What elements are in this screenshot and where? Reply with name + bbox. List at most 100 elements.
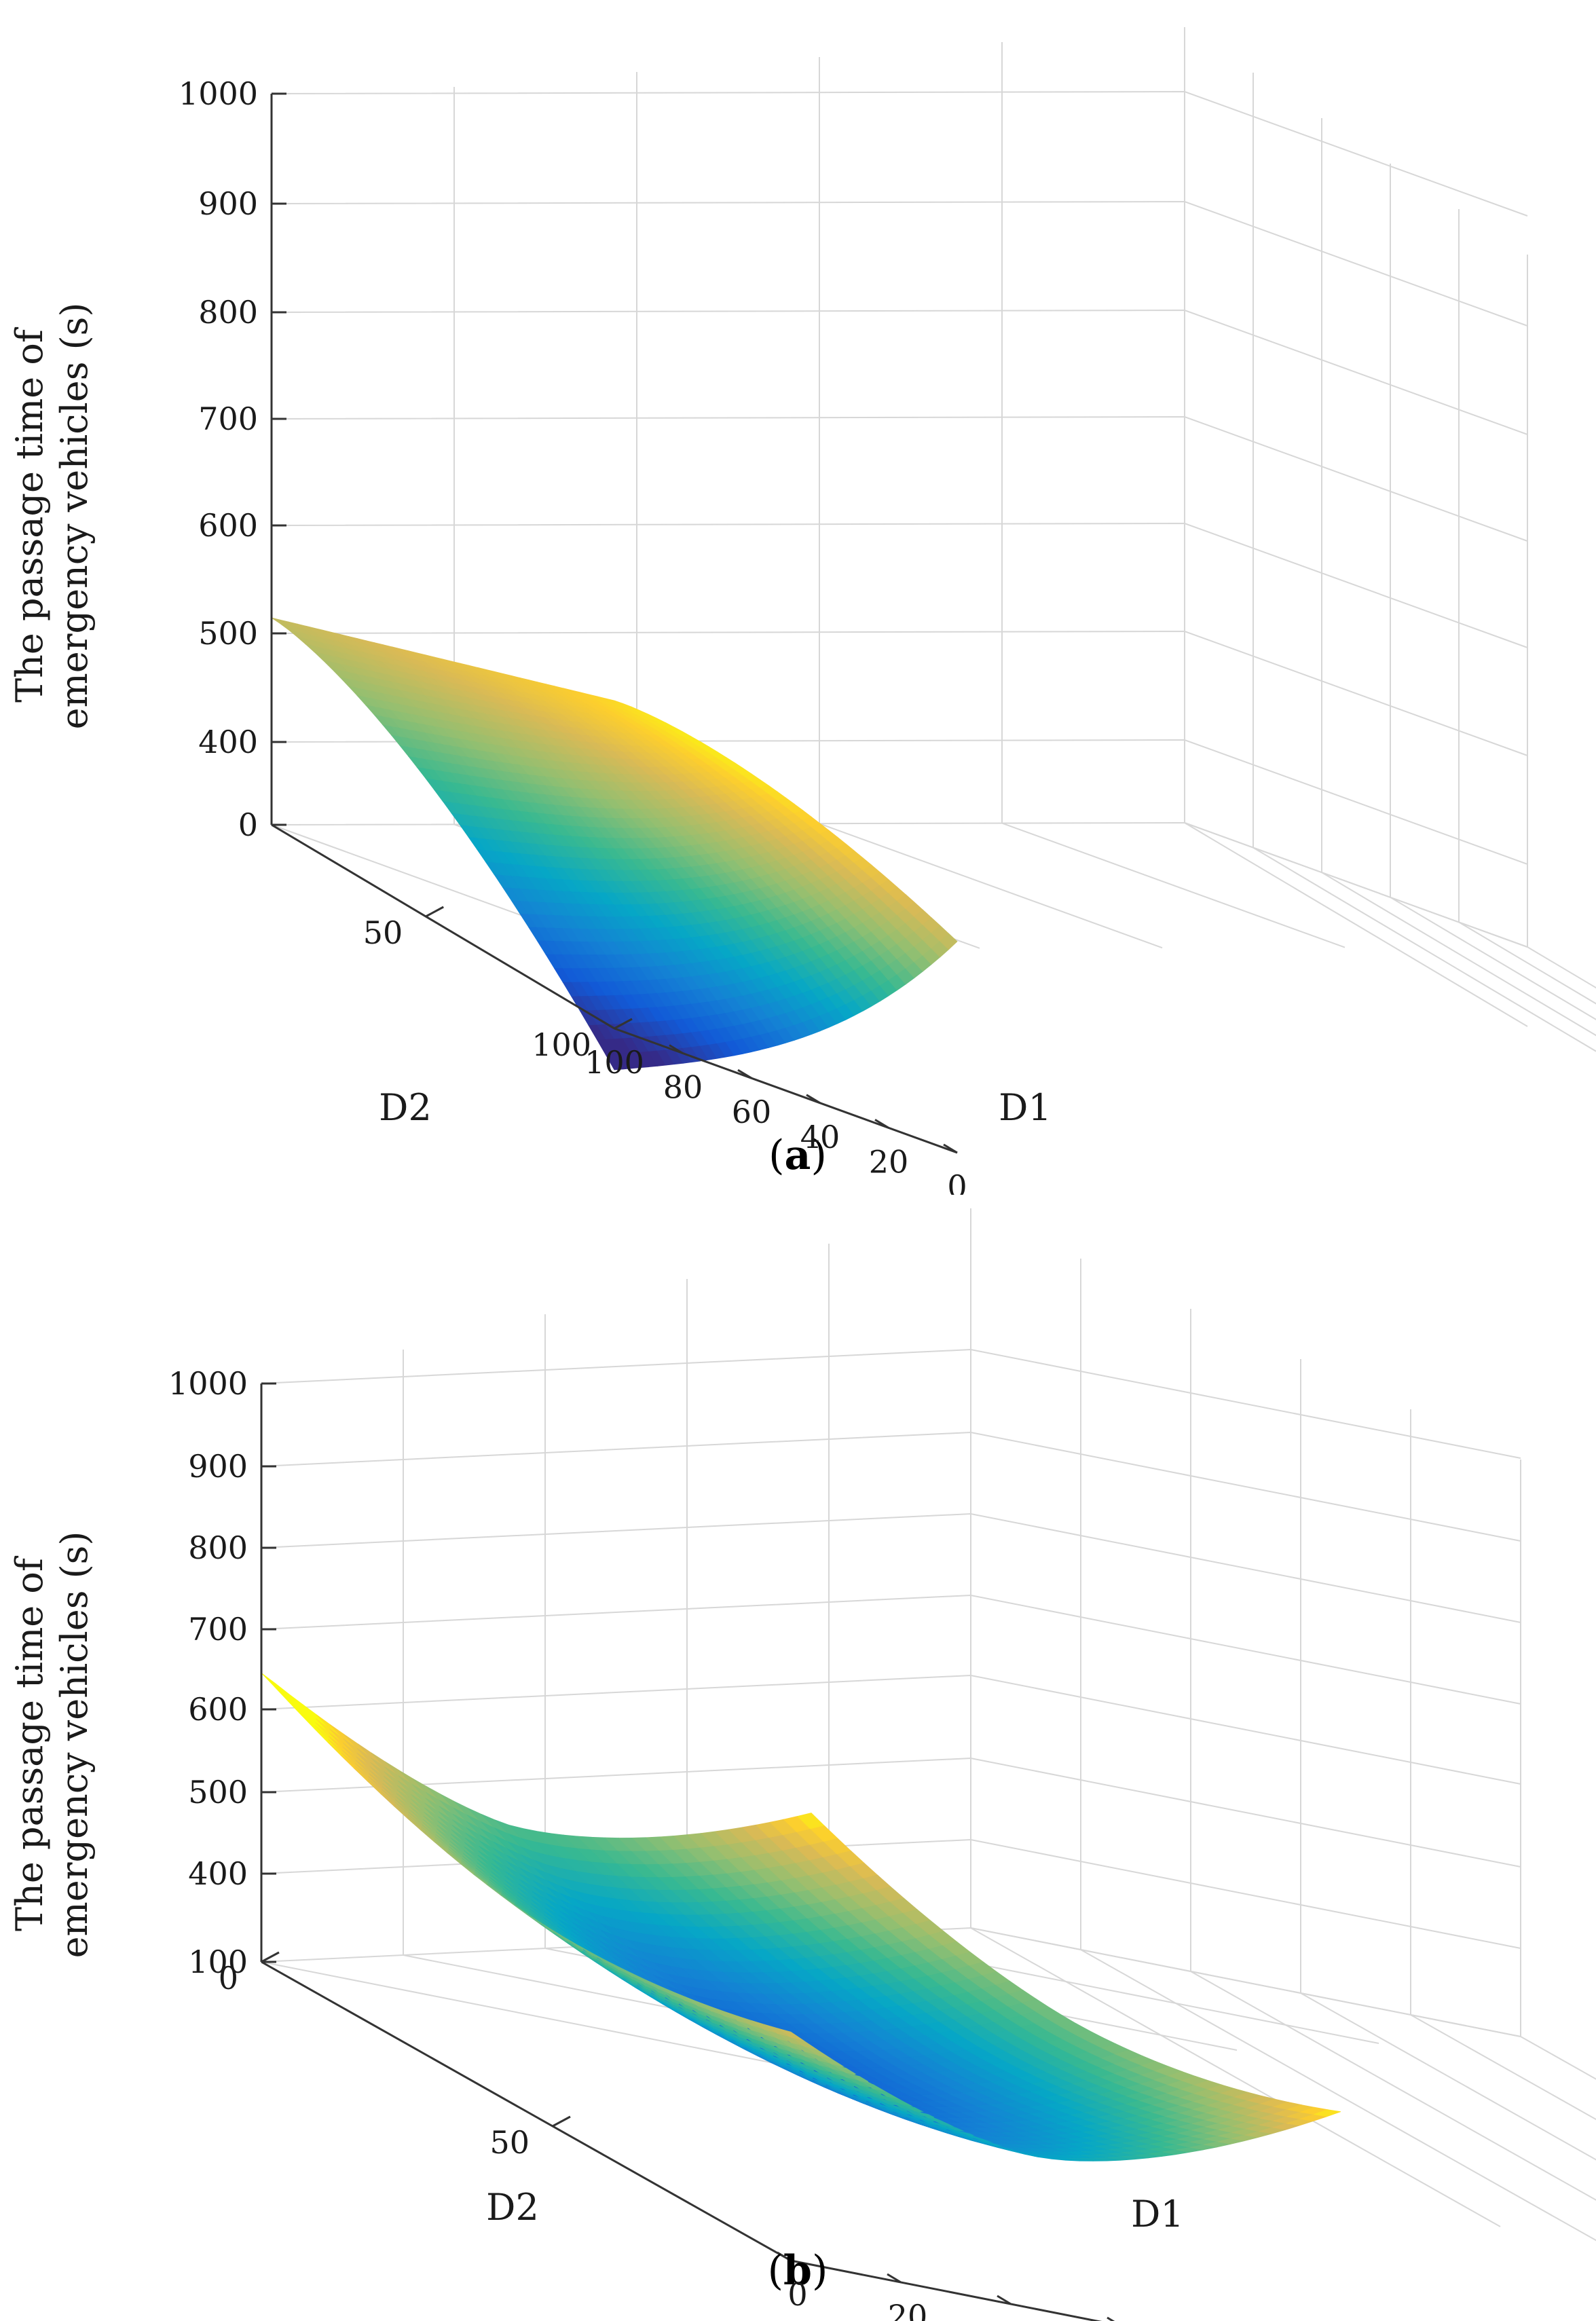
z-tick-label: 100 (188, 1944, 248, 1980)
surface-patch (1314, 2109, 1341, 2117)
chart-a-surface (271, 617, 958, 1071)
x-axis-line (790, 2259, 1102, 2321)
y-tick-label: 100 (532, 1026, 591, 1063)
y-axis-line (261, 1961, 792, 2262)
x-tick-label: 60 (732, 1094, 772, 1130)
chart-a-zlabel-line2: emergency vehicles (s) (53, 303, 96, 730)
gridline (1184, 822, 1528, 1027)
gridline (970, 1927, 1501, 2227)
y-tick-label: 50 (363, 914, 403, 951)
chart-b-xlabel: D1 (1131, 2193, 1184, 2235)
gridline (271, 415, 1528, 542)
z-tick-label: 900 (188, 1448, 248, 1485)
x-tick (887, 2273, 902, 2284)
y-tick-label: 0 (219, 1960, 238, 1997)
z-tick-label: 700 (198, 401, 258, 437)
x-tick-label: 20 (888, 2298, 928, 2321)
chart-a-xlabel: D1 (999, 1086, 1052, 1129)
z-tick-label: 500 (188, 1774, 248, 1811)
z-tick-label: 400 (188, 1855, 248, 1892)
gridline (1080, 1949, 1596, 2242)
x-tick (737, 1069, 752, 1079)
gridline (1252, 847, 1596, 1052)
chart-a-caption: (a) (768, 1132, 827, 1179)
x-tick (943, 1143, 958, 1154)
x-tick-label: 80 (663, 1069, 703, 1106)
surface-patch (275, 1683, 303, 1709)
x-tick-label: 20 (869, 1143, 909, 1180)
gridline (1527, 946, 1596, 989)
y-tick (261, 1951, 280, 1963)
gridline (1184, 822, 1528, 948)
chart-a-zlabel-line1: The passage time of (8, 327, 51, 703)
chart-panel-a: The passage time of emergency vehicles (… (8, 27, 1596, 1195)
z-tick-label: 800 (188, 1529, 248, 1566)
gridline (1321, 872, 1596, 1037)
gridline (261, 1757, 1521, 1868)
gridline (261, 1512, 1521, 1623)
z-tick-label: 600 (188, 1691, 248, 1728)
chart-b-axes (260, 1382, 1115, 2321)
gridline (1410, 2014, 1596, 2121)
z-tick-label: 1000 (168, 1365, 248, 1402)
chart-b-gridlines (261, 1208, 1596, 2242)
x-tick (600, 1019, 615, 1030)
gridline (271, 630, 1528, 756)
surface-chart-b: The passage time of emergency vehicles (… (8, 1208, 1596, 2321)
surface-chart-a: The passage time of emergency vehicles (… (8, 27, 1596, 1195)
chart-panel-b: The passage time of emergency vehicles (… (0, 1195, 1596, 2321)
x-tick (1107, 2316, 1115, 2321)
z-tick-label: 500 (198, 615, 258, 652)
chart-a-axes (270, 92, 958, 1154)
gridline (271, 309, 1528, 435)
gridline (261, 1431, 1521, 1542)
chart-b-caption: (b) (768, 2247, 828, 2295)
chart-b-labels: The passage time of emergency vehicles (… (8, 1365, 1184, 2321)
gridline (1390, 896, 1596, 1020)
gridline (1458, 921, 1596, 1005)
gridline (970, 1927, 1521, 2037)
surface-patch (940, 933, 958, 950)
x-axis-line (614, 1027, 958, 1154)
y-tick-label: 50 (489, 2124, 530, 2161)
x-tick-label: 40 (800, 1119, 840, 1155)
y-axis-line (271, 823, 615, 1030)
chart-a-ylabel: D2 (379, 1086, 432, 1129)
gridline (261, 1961, 812, 2071)
y-tick (552, 2115, 571, 2128)
z-tick-label: 700 (188, 1611, 248, 1648)
chart-b-zlabel-line1: The passage time of (8, 1555, 51, 1931)
gridline (1190, 1971, 1596, 2201)
z-tick-label: 800 (198, 294, 258, 331)
gridline (1300, 1992, 1596, 2161)
x-tick (997, 2295, 1012, 2305)
x-tick-label: 0 (787, 2276, 807, 2313)
gridline (1001, 822, 1346, 948)
x-tick-label: 0 (947, 1168, 967, 1195)
x-tick (777, 2251, 792, 2262)
chart-a-gridlines (271, 27, 1596, 1052)
z-tick-label: 1000 (179, 75, 258, 112)
surface-patch (261, 1673, 289, 1698)
x-tick-label: 100 (584, 1044, 644, 1081)
chart-a-labels: The passage time of emergency vehicles (… (8, 75, 1052, 1195)
gridline (271, 522, 1528, 648)
gridline (261, 1348, 1521, 1459)
x-tick-label: 40 (998, 2320, 1038, 2321)
gridline (271, 200, 1528, 327)
chart-b-zlabel-line2: emergency vehicles (s) (53, 1531, 96, 1958)
chart-b-ylabel: D2 (486, 2186, 539, 2229)
chart-b-surface (261, 1673, 1341, 2161)
z-tick-label: 400 (198, 724, 258, 760)
z-tick-label: 0 (238, 806, 258, 843)
surface-patch (288, 1697, 316, 1723)
x-tick (806, 1094, 821, 1104)
z-tick-label: 600 (198, 507, 258, 544)
x-tick (874, 1119, 889, 1129)
gridline (261, 1594, 1521, 1705)
gridline (271, 90, 1528, 217)
z-tick-label: 900 (198, 185, 258, 222)
y-tick (425, 906, 444, 918)
gridline (819, 823, 1163, 949)
x-tick (669, 1044, 684, 1054)
